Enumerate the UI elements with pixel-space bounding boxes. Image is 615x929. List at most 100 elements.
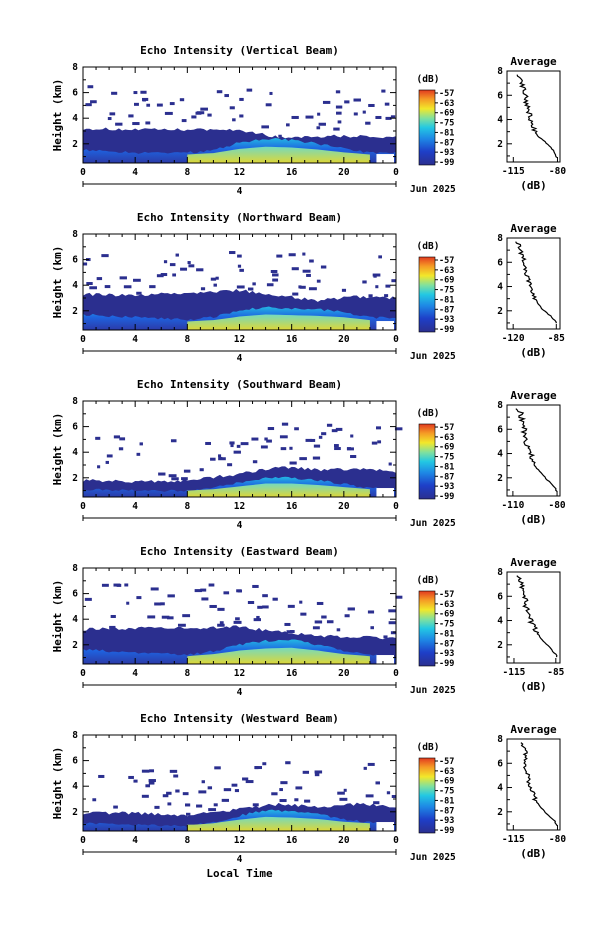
- no-data-gap: [376, 154, 394, 163]
- month-label: Jun 2025: [410, 518, 456, 529]
- clutter-pixel: [119, 437, 126, 441]
- clutter-pixel: [368, 294, 373, 298]
- clutter-pixel: [141, 97, 149, 101]
- clutter-pixel: [239, 114, 244, 118]
- clutter-pixel: [200, 107, 208, 111]
- clutter-pixel: [123, 285, 132, 289]
- clutter-pixel: [367, 610, 375, 614]
- no-data-gap: [376, 655, 394, 664]
- colorbar-tick-label: -99: [439, 158, 454, 168]
- clutter-pixel: [388, 462, 392, 466]
- clutter-pixel: [308, 287, 317, 291]
- x-tick-label: 12: [234, 668, 245, 679]
- day-label: 4: [237, 687, 243, 698]
- clutter-pixel: [341, 288, 347, 292]
- clutter-pixel: [221, 798, 229, 802]
- clutter-pixel: [385, 284, 391, 288]
- clutter-pixel: [280, 447, 287, 451]
- clutter-pixel: [118, 447, 124, 451]
- clutter-pixel: [240, 442, 249, 446]
- clutter-pixel: [279, 435, 288, 439]
- clutter-pixel: [317, 112, 321, 116]
- clutter-pixel: [245, 780, 254, 784]
- clutter-pixel: [234, 789, 240, 793]
- colorbar: [418, 423, 436, 500]
- clutter-pixel: [281, 422, 289, 426]
- colorbar-tick-label: -69: [439, 610, 454, 620]
- clutter-pixel: [306, 273, 311, 277]
- clutter-pixel: [353, 98, 361, 102]
- clutter-pixel: [148, 781, 155, 785]
- clutter-pixel: [109, 112, 116, 116]
- x-tick-label: 4: [132, 167, 138, 178]
- clutter-pixel: [310, 438, 316, 442]
- clutter-pixel: [279, 799, 287, 803]
- average-x-label: (dB): [520, 513, 547, 526]
- surface-high-echo: [187, 483, 370, 497]
- average-x-label: (dB): [520, 346, 547, 359]
- clutter-pixel: [394, 427, 403, 431]
- colorbar-tick-label: -63: [439, 433, 454, 443]
- clutter-pixel: [295, 786, 303, 790]
- clutter-pixel: [280, 781, 288, 785]
- y-tick-label: 6: [72, 589, 78, 600]
- clutter-pixel: [384, 294, 389, 298]
- clutter-pixel: [181, 477, 188, 481]
- average-title: Average: [510, 222, 557, 235]
- clutter-pixel: [339, 797, 348, 801]
- panel-2: Echo Intensity (Southward Beam)0 4 8 12 16 20…: [51, 378, 566, 531]
- clutter-pixel: [266, 439, 272, 443]
- clutter-pixel: [92, 798, 97, 802]
- clutter-pixel: [291, 115, 299, 119]
- clutter-pixel: [101, 254, 109, 258]
- clutter-pixel: [172, 273, 177, 277]
- clutter-pixel: [375, 115, 382, 119]
- clutter-pixel: [289, 461, 297, 465]
- x-tick-label: 16: [286, 334, 298, 345]
- x-tick-label: 0: [80, 167, 86, 178]
- clutter-pixel: [109, 625, 116, 629]
- clutter-pixel: [158, 472, 166, 476]
- clutter-pixel: [305, 115, 314, 119]
- colorbar-tick-label: -99: [439, 325, 454, 335]
- clutter-pixel: [113, 435, 121, 439]
- clutter-pixel: [262, 605, 269, 609]
- clutter-pixel: [167, 594, 175, 598]
- clutter-pixel: [391, 279, 397, 283]
- clutter-pixel: [160, 602, 165, 606]
- clutter-pixel: [331, 429, 338, 433]
- clutter-pixel: [208, 808, 217, 812]
- clutter-pixel: [133, 278, 141, 282]
- clutter-pixel: [199, 468, 204, 472]
- y-tick-label: 8: [72, 396, 78, 407]
- clutter-pixel: [335, 427, 343, 431]
- clutter-pixel: [134, 102, 139, 106]
- clutter-pixel: [223, 591, 230, 595]
- colorbar-tick-label: -57: [439, 757, 454, 767]
- y-tick-label: 6: [72, 88, 78, 99]
- clutter-pixel: [289, 630, 295, 634]
- clutter-pixel: [343, 788, 347, 792]
- clutter-pixel: [124, 583, 129, 587]
- clutter-pixel: [200, 588, 207, 592]
- clutter-pixel: [304, 799, 311, 803]
- clutter-pixel: [247, 287, 254, 291]
- average-y-tick-label: 8: [497, 233, 503, 244]
- clutter-pixel: [194, 589, 202, 593]
- y-tick-label: 2: [72, 306, 78, 317]
- clutter-pixel: [314, 620, 323, 624]
- average-x-tick-label: -80: [549, 834, 566, 845]
- clutter-pixel: [385, 116, 392, 120]
- clutter-pixel: [254, 766, 259, 770]
- clutter-pixel: [196, 268, 204, 272]
- y-tick-label: 6: [72, 756, 78, 767]
- clutter-pixel: [294, 798, 299, 802]
- clutter-pixel: [336, 111, 342, 115]
- clutter-pixel: [207, 786, 213, 790]
- y-tick-label: 6: [72, 255, 78, 266]
- clutter-pixel: [233, 620, 242, 624]
- x-tick-label: 12: [234, 501, 245, 512]
- clutter-pixel: [272, 597, 278, 601]
- x-tick-label: 12: [234, 167, 245, 178]
- average-profile-line: [515, 408, 558, 493]
